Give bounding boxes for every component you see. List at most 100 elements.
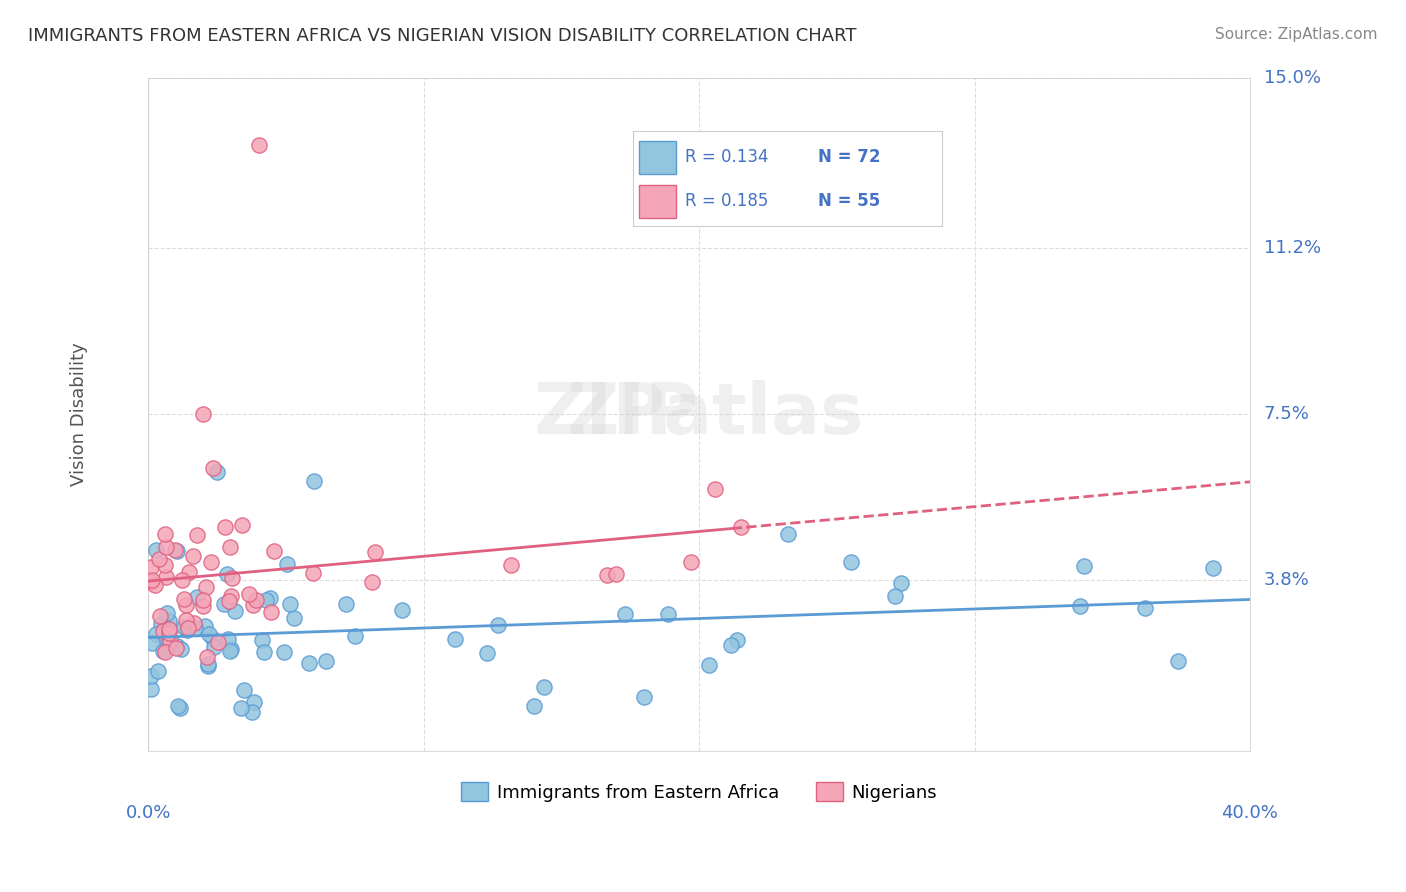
Point [298,656,321,670]
Point [215,566,238,581]
Point [148,665,170,679]
Point [1133,601,1156,615]
Point [176,598,198,612]
Point [155,639,177,653]
Point [173,592,195,607]
Point [477,646,499,660]
Legend: Immigrants from Eastern Africa, Nigerians: Immigrants from Eastern Africa, Nigerian… [454,775,945,809]
Point [139,560,162,574]
Point [364,545,387,559]
Point [176,623,198,637]
Point [283,611,305,625]
Point [302,566,325,581]
Point [219,589,242,603]
Point [273,645,295,659]
Point [139,682,162,697]
Point [260,605,283,619]
Point [172,573,194,587]
Point [276,557,298,571]
Point [214,520,236,534]
Point [155,540,177,554]
Point [202,461,225,475]
Point [778,527,800,541]
Point [159,633,181,648]
Point [1069,599,1091,613]
Point [195,580,218,594]
Point [145,627,167,641]
Point [202,640,225,655]
Point [343,629,366,643]
Point [217,632,239,646]
Point [153,558,176,572]
Text: 15.0%: 15.0% [1264,69,1320,87]
Point [240,706,263,720]
Point [247,137,270,152]
Point [159,622,181,636]
Point [839,555,862,569]
Point [243,695,266,709]
Point [232,683,254,698]
Point [657,607,679,622]
Point [218,644,240,658]
Point [252,632,274,647]
Point [173,620,195,634]
Point [186,591,208,605]
Text: IMMIGRANTS FROM EASTERN AFRICA VS NIGERIAN VISION DISABILITY CORRELATION CHART: IMMIGRANTS FROM EASTERN AFRICA VS NIGERI… [28,27,856,45]
Text: Vision Disability: Vision Disability [70,343,89,486]
Point [302,475,325,489]
Point [177,621,200,635]
Point [153,645,176,659]
Point [149,608,172,623]
Point [165,640,187,655]
Point [605,567,627,582]
Point [720,638,742,652]
Point [486,617,509,632]
Point [197,657,219,671]
Point [193,599,215,614]
Point [1201,561,1223,575]
Point [152,620,174,634]
Point [157,626,180,640]
Text: 40.0%: 40.0% [1222,805,1278,822]
Point [148,552,170,566]
Point [214,597,236,611]
Point [174,613,197,627]
Point [533,680,555,694]
Point [335,597,357,611]
Point [315,654,337,668]
Point [152,643,174,657]
Point [198,626,221,640]
Point [890,576,912,591]
Point [201,632,224,646]
Point [177,565,200,579]
Point [163,543,186,558]
Point [141,573,163,587]
Point [391,603,413,617]
Point [194,618,217,632]
Point [884,589,907,603]
Point [155,569,177,583]
Point [197,650,219,665]
Point [259,591,281,605]
Point [221,642,243,657]
Point [253,645,276,659]
Point [170,641,193,656]
Point [596,568,619,582]
Point [167,699,190,714]
Text: 3.8%: 3.8% [1264,571,1309,589]
Point [205,466,228,480]
Point [186,527,208,541]
Point [193,407,215,421]
Point [245,592,267,607]
Point [730,520,752,534]
Text: ZIP: ZIP [567,379,699,449]
Point [200,555,222,569]
Point [191,593,214,607]
Point [152,624,174,639]
Point [523,698,546,713]
Text: 0.0%: 0.0% [125,805,172,822]
Point [703,482,725,496]
Point [613,607,636,622]
Point [221,571,243,585]
Text: 7.5%: 7.5% [1264,405,1309,423]
